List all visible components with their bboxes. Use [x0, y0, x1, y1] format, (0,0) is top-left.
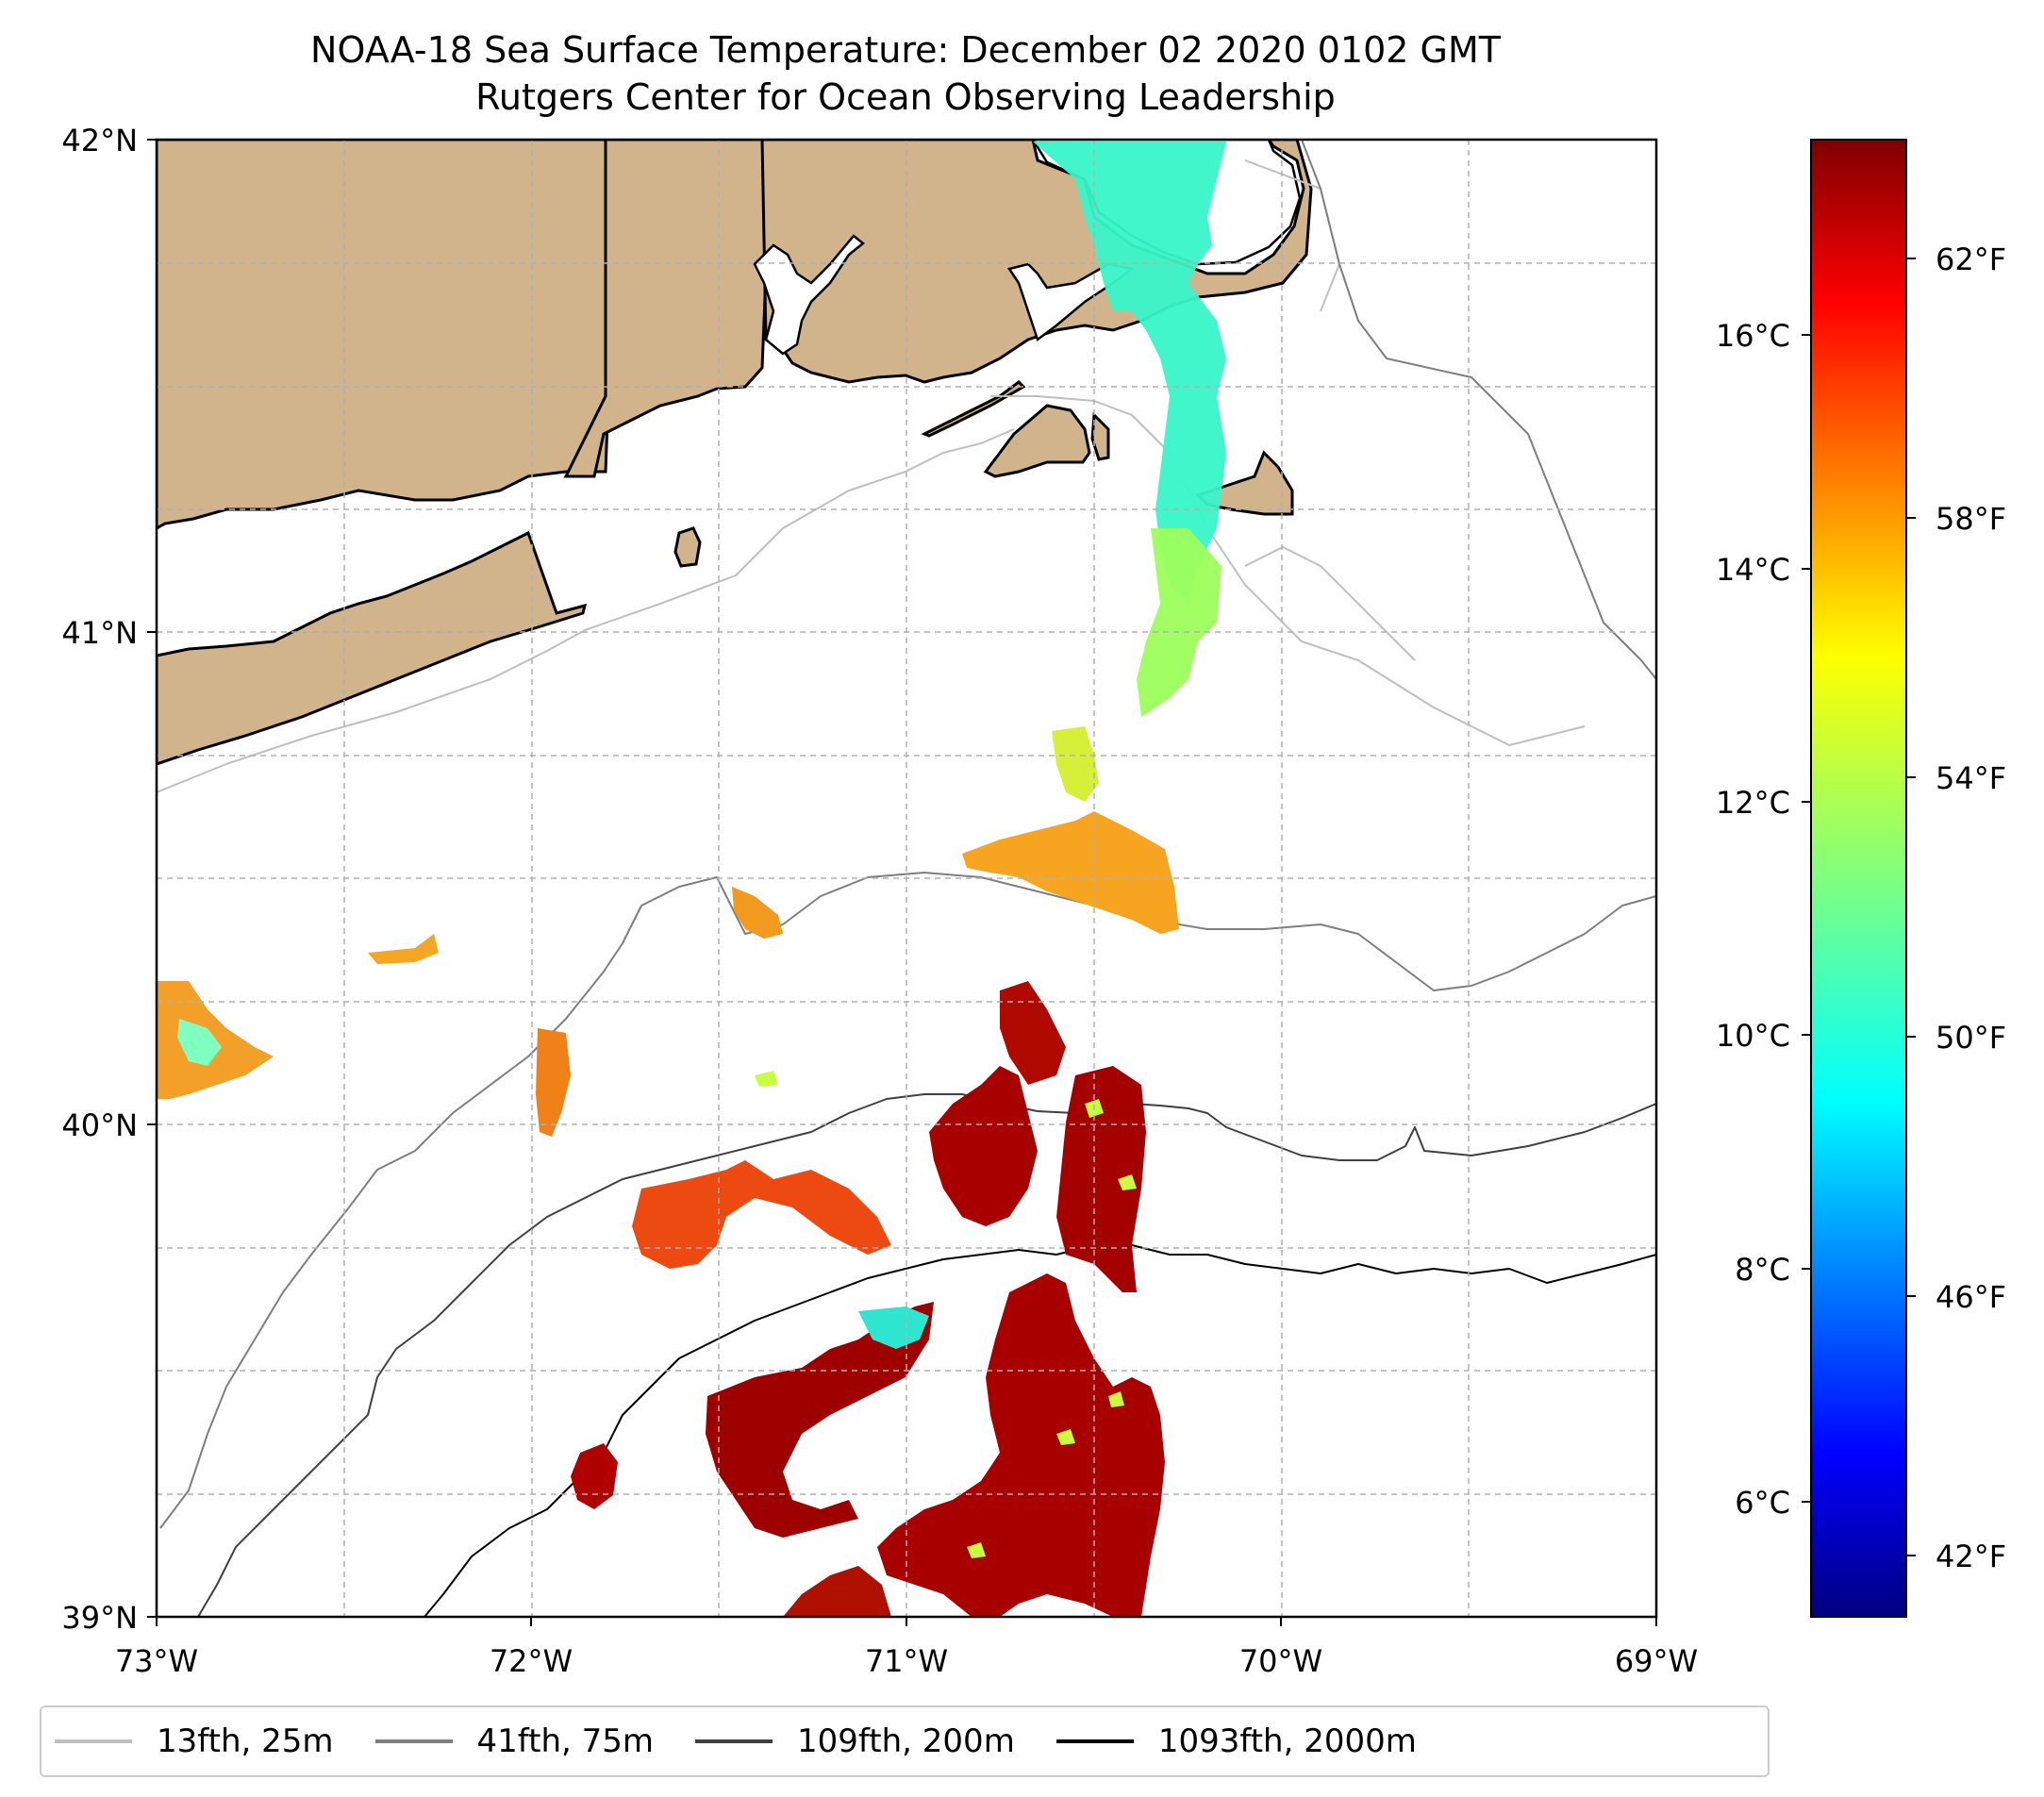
lat-tick-39n: 39°N [61, 1600, 138, 1636]
land-elizabeth-islands [921, 380, 1026, 438]
lat-tick-42n: 42°N [61, 123, 138, 158]
colorbar-celsius-6: 6°C [1735, 1485, 1790, 1521]
sst-patch-darkred-3 [1000, 981, 1066, 1085]
sst-patch-north-cyan [1033, 141, 1226, 604]
sst-patch-darkred-7 [783, 1566, 891, 1617]
lon-tick-71w: 71°W [865, 1643, 948, 1679]
land-long-island [157, 530, 588, 766]
legend-swatch-2000m [1055, 1739, 1134, 1743]
lon-tick-73w: 73°W [115, 1643, 198, 1679]
legend-item-2000m: 1093fth, 2000m [1055, 1722, 1417, 1760]
contour-25m [157, 159, 1586, 793]
legend-item-75m: 41fth, 75m [374, 1722, 655, 1760]
colorbar-fahrenheit-58: 58°F [1936, 501, 2006, 537]
sst-pixels [157, 141, 1226, 1617]
colorbar-fahrenheit-62: 62°F [1936, 241, 2006, 277]
colorbar-fahrenheit-54: 54°F [1936, 760, 2006, 796]
sst-patch-darkred-4 [1056, 1066, 1146, 1292]
colorbar-fahrenheit-50: 50°F [1936, 1020, 2006, 1056]
lon-tick-70w: 70°W [1239, 1643, 1322, 1679]
colorbar-celsius-10: 10°C [1716, 1018, 1790, 1054]
land-nantucket [1195, 450, 1294, 516]
lat-tick-40n: 40°N [61, 1107, 138, 1143]
sst-patch-orange-small [368, 934, 439, 964]
lat-tick-41n: 41°N [61, 615, 138, 651]
legend-label-200m: 109fth, 200m [797, 1722, 1015, 1760]
land-muskeget [1090, 411, 1110, 461]
land-connecticut-massachusetts [157, 140, 610, 530]
axis-ticks [147, 139, 1657, 1626]
legend-swatch-75m [374, 1739, 453, 1743]
sst-patch-darkred-6 [877, 1273, 1165, 1617]
sst-patch-yellow [1052, 726, 1099, 802]
sst-patch-darkred-8 [571, 1443, 618, 1509]
land-marthas-vineyard [983, 404, 1091, 478]
map-content [157, 140, 1656, 1617]
map-subtitle: Rutgers Center for Ocean Observing Leade… [475, 76, 1336, 118]
sst-patch-darkred-5 [706, 1302, 934, 1538]
colorbar-celsius-8: 8°C [1735, 1252, 1790, 1288]
colorbar-celsius-14: 14°C [1716, 552, 1790, 588]
sst-patch-shoals-green [1137, 528, 1221, 717]
colorbar-fahrenheit-46: 46°F [1936, 1279, 2006, 1315]
lon-tick-72w: 72°W [490, 1643, 573, 1679]
colorbar-fahrenheit-ticks [1906, 258, 1916, 1556]
colorbar-celsius-ticks [1802, 334, 1811, 1503]
sst-patch-red-1 [632, 1160, 891, 1269]
legend-swatch-25m [55, 1739, 132, 1743]
legend-swatch-200m [695, 1739, 773, 1743]
colorbar-celsius-12: 12°C [1716, 785, 1790, 821]
sst-patch-darkred-2 [929, 1066, 1038, 1226]
sst-patch-cyan-2 [858, 1306, 929, 1349]
legend-label-75m: 41fth, 75m [476, 1722, 655, 1760]
colorbar-fahrenheit-42: 42°F [1936, 1539, 2006, 1574]
contour-200m [197, 1093, 1656, 1617]
gridlines [157, 140, 1656, 1617]
lon-tick-69w: 69°W [1615, 1643, 1698, 1679]
legend-label-25m: 13fth, 25m [157, 1722, 334, 1760]
sst-patch-orange-canyon [536, 1028, 571, 1137]
map-title: NOAA-18 Sea Surface Temperature: Decembe… [310, 29, 1501, 71]
colorbar [1810, 139, 1907, 1618]
land-block-island [673, 526, 702, 568]
depth-legend: 13fth, 25m 41fth, 75m 109fth, 200m 1093f… [40, 1705, 1770, 1777]
legend-item-25m: 13fth, 25m [55, 1722, 334, 1760]
narragansett-bay [753, 234, 866, 356]
sst-patch-orange-shelf [962, 811, 1179, 934]
colorbar-celsius-16: 16°C [1716, 318, 1790, 354]
sst-patch-west-edge-cyan [177, 1019, 222, 1066]
legend-item-200m: 109fth, 200m [695, 1722, 1015, 1760]
sst-patch-orange-west [732, 887, 783, 939]
legend-label-2000m: 1093fth, 2000m [1157, 1722, 1417, 1760]
